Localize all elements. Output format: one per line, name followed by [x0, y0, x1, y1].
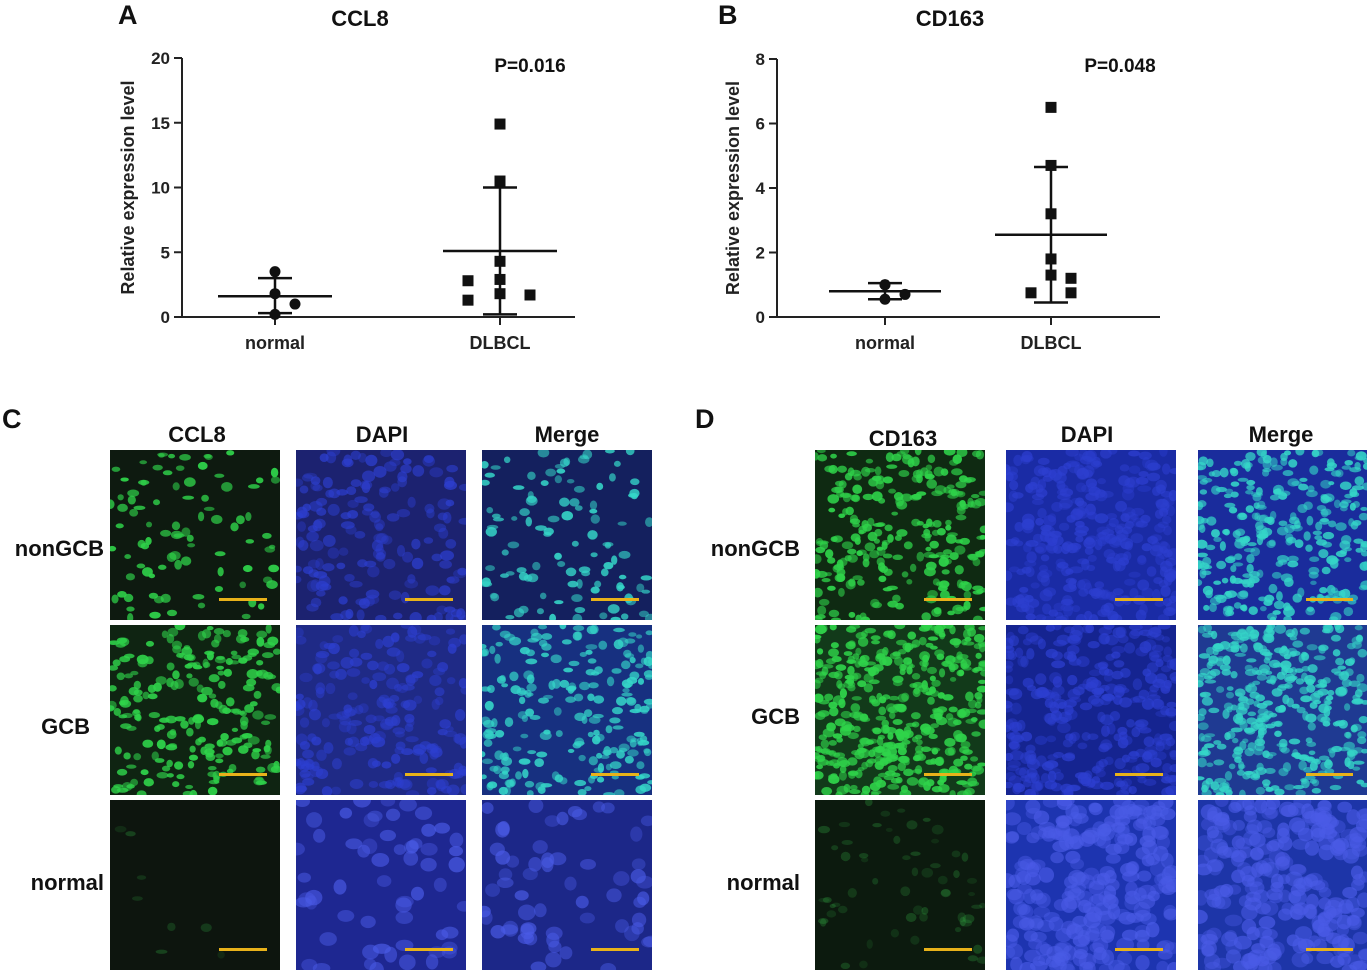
scatter-chart-cd163: 0 2 4 6 8 Relative expression level normal DLBC…: [723, 50, 1160, 353]
micrograph-c-normal-dapi: [296, 800, 466, 970]
data-point: [462, 275, 474, 287]
row-label-normal-d: normal: [726, 870, 800, 895]
scale-bar: [219, 948, 267, 951]
panel-label-b: B: [718, 0, 738, 30]
column-title-cd163: CD163: [868, 426, 938, 451]
data-point: [524, 289, 536, 301]
data-point: [494, 273, 506, 285]
scale-bar: [924, 773, 972, 776]
data-point: [269, 308, 281, 320]
data-point: [1065, 287, 1077, 299]
scale-bar: [591, 948, 639, 951]
scale-bar: [924, 948, 972, 951]
panel-label-a: A: [118, 0, 138, 30]
micrograph-c-nongcb-dapi: [296, 450, 466, 620]
scale-bar: [1115, 598, 1163, 601]
micrograph-c-gcb-merge: [482, 625, 652, 795]
micrograph-d-normal-cd163: [815, 800, 985, 970]
scale-bar: [405, 598, 453, 601]
scale-bar: [924, 598, 972, 601]
micrograph-c-gcb-ccl8: [110, 625, 280, 795]
row-label-gcb-d: GCB: [751, 704, 800, 729]
column-title-dapi: DAPI: [355, 422, 409, 447]
scale-bar: [1115, 773, 1163, 776]
micrograph-d-nongcb-dapi: [1006, 450, 1176, 620]
data-point: [494, 118, 506, 130]
panel-label-c: C: [2, 404, 22, 434]
y-tick-label: 4: [756, 179, 766, 198]
scale-bar: [591, 598, 639, 601]
row-label-normal: normal: [30, 870, 104, 895]
x-tick-label: DLBCL: [1021, 333, 1082, 353]
data-point: [1045, 208, 1057, 220]
scale-bar: [405, 773, 453, 776]
data-point: [1045, 253, 1057, 265]
p-value-annotation: P=0.016: [494, 56, 565, 77]
scale-bar: [1306, 773, 1353, 776]
data-point: [269, 266, 281, 278]
scale-bar: [591, 773, 639, 776]
data-point: [879, 279, 891, 291]
data-point: [1045, 269, 1057, 281]
y-axis-label: Relative expression level: [118, 80, 138, 294]
x-tick-label: normal: [855, 333, 915, 353]
x-tick-label: DLBCL: [470, 333, 531, 353]
p-value-annotation: P=0.048: [1084, 56, 1155, 77]
scale-bar: [219, 598, 267, 601]
row-label-gcb: GCB: [41, 714, 90, 739]
data-point: [494, 288, 506, 300]
y-axis-label: Relative expression level: [723, 81, 743, 295]
data-point: [289, 298, 301, 310]
y-tick-label: 0: [161, 308, 170, 327]
column-title-dapi-d: DAPI: [1060, 422, 1114, 447]
chart-title-cd163: CD163: [915, 6, 985, 31]
y-tick-label: 10: [151, 179, 170, 198]
micrograph-d-nongcb-merge: [1198, 450, 1367, 620]
row-label-nongcb-d: nonGCB: [710, 536, 800, 561]
column-title-merge-d: Merge: [1248, 422, 1314, 447]
data-point: [494, 255, 506, 267]
chart-title-ccl8: CCL8: [331, 6, 389, 31]
scale-bar: [219, 773, 267, 776]
y-tick-label: 20: [151, 49, 170, 68]
y-tick-label: 2: [756, 244, 765, 263]
scale-bar: [1306, 598, 1353, 601]
scatter-chart-ccl8: 0 5 10 15 20 Relative expression level normal D…: [118, 49, 575, 353]
data-point: [1025, 287, 1037, 299]
column-title-merge: Merge: [534, 422, 600, 447]
y-tick-label: 6: [756, 115, 765, 134]
micrograph-d-normal-merge: [1198, 800, 1367, 970]
micrograph-c-gcb-dapi: [296, 625, 466, 795]
data-point: [1045, 159, 1057, 171]
y-tick-label: 15: [151, 114, 170, 133]
data-point: [899, 288, 911, 300]
data-point: [462, 294, 474, 306]
data-point: [269, 288, 281, 300]
scale-bar: [1306, 948, 1353, 951]
micrograph-c-nongcb-merge: [482, 450, 652, 620]
micrograph-d-gcb-dapi: [1006, 625, 1176, 795]
panel-label-d: D: [695, 404, 715, 434]
micrograph-d-nongcb-cd163: [815, 450, 985, 620]
micrograph-d-gcb-cd163: [815, 625, 985, 795]
data-point: [1045, 101, 1057, 113]
column-title-ccl8: CCL8: [168, 422, 226, 447]
y-tick-label: 5: [161, 243, 170, 262]
x-tick-label: normal: [245, 333, 305, 353]
data-point: [494, 175, 506, 187]
y-tick-label: 0: [756, 308, 765, 327]
row-label-nongcb: nonGCB: [14, 536, 104, 561]
micrograph-c-normal-merge: [482, 800, 652, 970]
data-point: [879, 293, 891, 305]
scale-bar: [1115, 948, 1163, 951]
micrograph-c-nongcb-ccl8: [110, 450, 280, 620]
scale-bar: [405, 948, 453, 951]
micrograph-d-normal-dapi: [1006, 800, 1176, 970]
micrograph-c-normal-ccl8: [110, 800, 280, 970]
data-point: [1065, 272, 1077, 284]
y-tick-label: 8: [756, 50, 765, 69]
micrograph-d-gcb-merge: [1198, 625, 1367, 795]
